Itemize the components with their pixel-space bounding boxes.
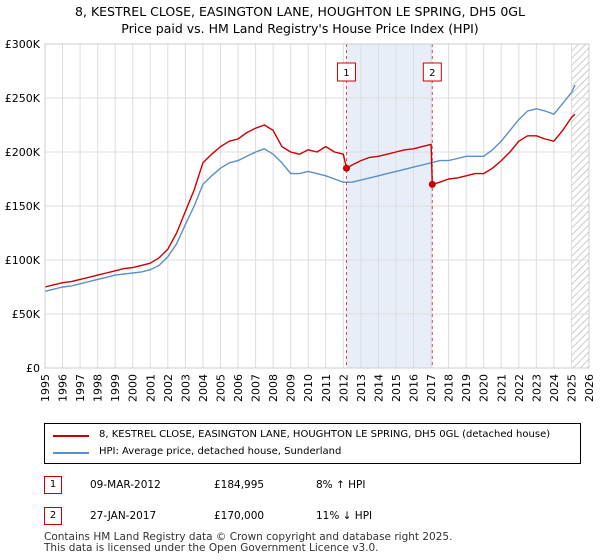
x-tick-label: 2021 [495, 374, 508, 402]
x-tick-label: 2005 [214, 374, 227, 402]
plot-frame [44, 43, 590, 369]
price-chart: 1 2 £0 £50K £100K £150K £200K £250K £300K 1995 19… [5, 38, 596, 402]
x-tick-label: 2025 [565, 374, 578, 402]
sale-hpi-2: 11% ↓ HPI [316, 510, 373, 522]
sale-marker-label-2: 2 [429, 68, 435, 79]
y-tick-label: £300K [5, 38, 41, 51]
x-tick-label: 2001 [144, 374, 157, 402]
sale-hpi-1: 8% ↑ HPI [316, 479, 366, 491]
x-tick-label: 2002 [162, 374, 175, 402]
series-line-hpi [44, 84, 576, 292]
sale-marker-box-1 [336, 62, 356, 82]
x-tick-label: 2022 [513, 374, 526, 402]
x-tick-label: 2019 [460, 374, 473, 402]
footer-copyright: Contains HM Land Registry data © Crown c… [44, 531, 453, 543]
footer-licence: This data is licensed under the Open Gov… [44, 542, 379, 554]
y-tick-label: £150K [5, 200, 41, 213]
legend-swatch-hpi [53, 452, 89, 454]
chart-title-address: 8, KESTREL CLOSE, EASINGTON LANE, HOUGHT… [75, 4, 525, 19]
x-tick-label: 2013 [355, 374, 368, 402]
chart-legend: 8, KESTREL CLOSE, EASINGTON LANE, HOUGHT… [44, 423, 581, 464]
x-tick-label: 2020 [478, 374, 491, 402]
sale-badge-2: 2 [44, 507, 62, 525]
sale-date-1: 09-MAR-2012 [90, 479, 161, 491]
series-line-property [44, 113, 576, 288]
sale-marker-box-2 [422, 62, 442, 82]
x-tick-label: 2026 [583, 374, 596, 402]
x-tick-label: 1999 [109, 374, 122, 402]
sale-price-2: £170,000 [214, 510, 265, 522]
x-tick-label: 2015 [390, 374, 403, 402]
legend-swatch-property [53, 435, 89, 437]
legend-label-property: 8, KESTREL CLOSE, EASINGTON LANE, HOUGHT… [99, 429, 551, 440]
x-tick-label: 1996 [57, 374, 70, 402]
x-tick-label: 1998 [92, 374, 105, 402]
x-tick-label: 2014 [372, 374, 385, 402]
y-tick-label: £250K [5, 92, 41, 105]
sale-point-2 [428, 180, 436, 188]
sale-date-2: 27-JAN-2017 [90, 510, 157, 522]
sale-badge-1: 1 [44, 476, 62, 494]
chart-title-subtitle: Price paid vs. HM Land Registry's House … [121, 21, 479, 36]
x-tick-label: 2011 [320, 374, 333, 402]
y-tick-label: £100K [5, 254, 41, 267]
sale-row-2: 2 27-JAN-2017 £170,000 11% ↓ HPI [44, 507, 581, 527]
x-tick-label: 2004 [197, 374, 210, 402]
y-tick-label: £0 [26, 362, 40, 375]
legend-label-hpi: HPI: Average price, detached house, Sund… [99, 446, 342, 457]
x-tick-label: 2000 [127, 374, 140, 402]
sale-row-1: 1 09-MAR-2012 £184,995 8% ↑ HPI [44, 476, 581, 496]
sale-point-1 [342, 164, 350, 172]
y-tick-label: £50K [12, 308, 41, 321]
x-tick-label: 2012 [337, 374, 350, 402]
x-tick-label: 2009 [285, 374, 298, 402]
x-tick-label: 2023 [530, 374, 543, 402]
x-tick-label: 2010 [302, 374, 315, 402]
x-tick-label: 2006 [232, 374, 245, 402]
x-tick-label: 2003 [179, 374, 192, 402]
x-tick-label: 2024 [548, 374, 561, 402]
x-tick-label: 2018 [443, 374, 456, 402]
x-tick-label: 1997 [74, 374, 87, 402]
x-tick-label: 2008 [267, 374, 280, 402]
sale-price-1: £184,995 [214, 479, 265, 491]
sale-marker-label-1: 1 [343, 68, 349, 79]
x-tick-label: 2017 [425, 374, 438, 402]
x-tick-label: 2016 [408, 374, 421, 402]
x-tick-label: 1995 [39, 374, 52, 402]
y-tick-label: £200K [5, 146, 41, 159]
x-tick-label: 2007 [250, 374, 263, 402]
